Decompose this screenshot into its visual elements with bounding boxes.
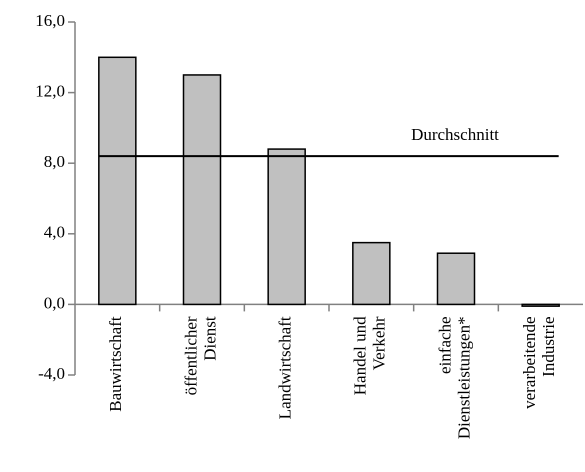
x-tick-label: einfache xyxy=(435,316,454,374)
x-tick-label: öffentlicher xyxy=(181,316,200,395)
y-tick-label: 0,0 xyxy=(44,293,65,312)
x-tick-label: Dienst xyxy=(200,316,219,361)
bar xyxy=(98,56,137,306)
bar xyxy=(182,74,222,306)
y-tick-label: 8,0 xyxy=(44,152,65,171)
bar xyxy=(352,241,391,306)
bar xyxy=(436,252,476,306)
y-tick-label: 12,0 xyxy=(35,82,65,101)
x-tick-label: Industrie xyxy=(539,316,558,376)
bar xyxy=(521,303,560,307)
y-tick-label: 4,0 xyxy=(44,223,65,242)
x-tick-label: Dienstleistungen* xyxy=(454,316,473,439)
x-tick-label: Verkehr xyxy=(370,316,389,370)
y-tick-label: -4,0 xyxy=(38,364,65,383)
y-tick-label: 16,0 xyxy=(35,11,65,30)
x-tick-label: Handel und xyxy=(351,316,370,395)
x-tick-label: verarbeitende xyxy=(520,316,539,409)
bar xyxy=(267,148,306,306)
x-tick-label: Bauwirtschaft xyxy=(106,316,125,412)
average-label: Durchschnitt xyxy=(411,125,499,144)
x-tick-label: Landwirtschaft xyxy=(276,316,295,419)
